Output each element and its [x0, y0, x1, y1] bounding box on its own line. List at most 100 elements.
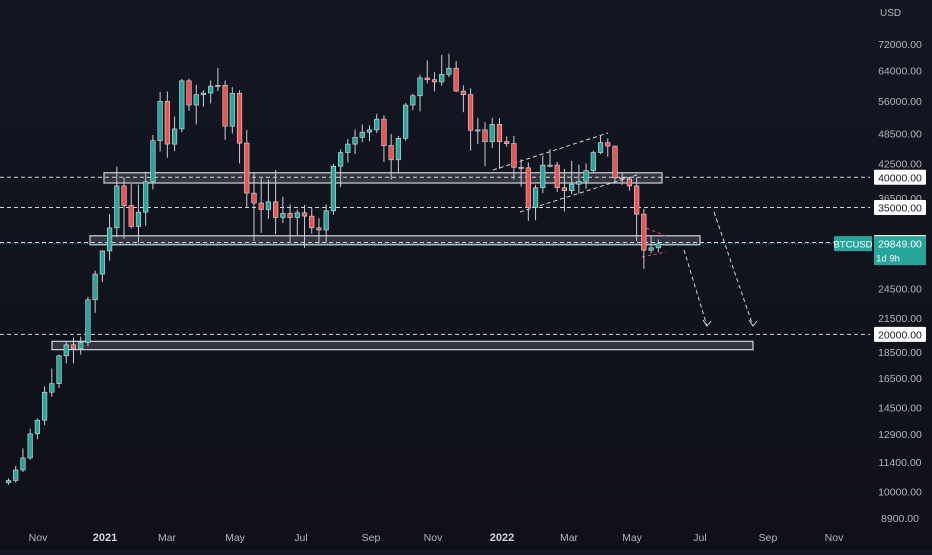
rising-channel-line[interactable] [492, 132, 609, 171]
candle-body-up [99, 250, 105, 275]
candle [244, 129, 250, 208]
candle [402, 103, 409, 141]
level-price-box [874, 169, 926, 185]
candle [49, 368, 55, 397]
level-price-label[interactable]: 35000.00 [874, 200, 926, 216]
candle-body-down [244, 142, 250, 194]
candle [135, 184, 142, 243]
candle-body-up [92, 273, 98, 301]
candle-body-down [121, 185, 127, 206]
candle [41, 386, 48, 426]
candle [576, 164, 582, 194]
y-axis-tick-label: 10000.00 [878, 487, 922, 499]
candle-body-up [569, 183, 575, 191]
candle [20, 448, 26, 473]
y-axis-tick-label: 12900.00 [878, 429, 922, 441]
candle [215, 67, 221, 92]
candle [532, 184, 539, 221]
candle [78, 336, 84, 355]
level-price-text: 40000.00 [878, 172, 922, 184]
y-axis-tick-label: 14500.00 [878, 402, 922, 414]
wedge-lower-line[interactable] [641, 251, 667, 258]
candle [525, 162, 531, 221]
candle [648, 236, 654, 254]
candle-body-up [135, 211, 142, 227]
candle-body-down [431, 79, 438, 83]
y-axis-tick-label: 16500.00 [878, 373, 922, 385]
candle [381, 115, 387, 162]
candle-body-up [171, 128, 178, 145]
candle-body-up [34, 419, 40, 435]
x-axis-tick-label: Jul [693, 532, 706, 544]
candle [439, 54, 445, 86]
candle-body-down [460, 90, 466, 95]
price-tag-value: 29849.00 [878, 239, 922, 251]
x-axis-tick-label: May [622, 532, 643, 544]
x-axis-tick-label: Sep [362, 532, 381, 544]
candle [309, 207, 315, 234]
current-price-tag[interactable]: BTCUSD 29849.00 1d 9h [0, 236, 926, 266]
symbol-tag-box [834, 236, 872, 252]
candle [504, 136, 510, 147]
level-price-label[interactable]: 20000.00 [874, 326, 926, 342]
candle [106, 214, 113, 261]
candle [56, 354, 62, 388]
candle-body-up [590, 152, 596, 171]
candle-body-up [417, 77, 423, 97]
candle [410, 93, 416, 111]
level-price-text: 35000.00 [878, 203, 922, 215]
candle-body-down [287, 213, 293, 218]
support-resistance-zone [103, 172, 663, 184]
candle [85, 296, 91, 347]
candle-body-down [511, 143, 517, 168]
y-axis-tick-label: 24500.00 [878, 283, 922, 295]
candle-body-down [641, 213, 647, 251]
candle-body-down [186, 80, 192, 106]
x-axis-tick-label: Nov [29, 532, 48, 544]
candle-body-up [63, 344, 69, 357]
candle [626, 177, 633, 191]
candle-body-up [193, 94, 199, 106]
projection-arrow[interactable] [713, 211, 754, 327]
projection-arrow[interactable] [683, 249, 708, 327]
x-axis-tick-label: Nov [825, 532, 844, 544]
candle-body-down [273, 201, 279, 218]
candle [561, 168, 568, 212]
candle-body-down [619, 177, 625, 180]
candle-body-up [41, 391, 48, 421]
candle-body-up [446, 67, 452, 75]
candle [186, 78, 192, 111]
candle-body-down [164, 101, 170, 145]
candle-body-down [554, 164, 560, 189]
candle-body-up [597, 142, 604, 153]
level-price-box [874, 200, 926, 216]
candle [634, 177, 640, 241]
candle [352, 129, 358, 155]
candle [164, 91, 170, 158]
candle-body-up [338, 152, 344, 167]
level-price-label[interactable]: 40000.00 [874, 169, 926, 185]
candle-body-up [648, 247, 654, 251]
wedge-upper-line[interactable] [640, 225, 667, 237]
candle [208, 80, 214, 104]
candle-body-down [504, 141, 510, 144]
candle [554, 161, 560, 192]
candle [287, 204, 293, 242]
candle [366, 125, 373, 142]
candle-body-up [410, 95, 416, 106]
candle-body-up [208, 85, 214, 94]
candle-body-up [547, 164, 553, 167]
candle [597, 134, 604, 155]
candle-body-down [301, 212, 308, 217]
candle [345, 139, 351, 163]
y-axis-tick-label: 8900.00 [881, 513, 919, 525]
candle [121, 177, 127, 239]
candle [641, 208, 647, 269]
candle [388, 134, 394, 180]
x-axis-tick-label: 2022 [490, 532, 514, 544]
candle-body-up [359, 131, 365, 138]
y-axis-tick-label: 48500.00 [878, 129, 922, 141]
